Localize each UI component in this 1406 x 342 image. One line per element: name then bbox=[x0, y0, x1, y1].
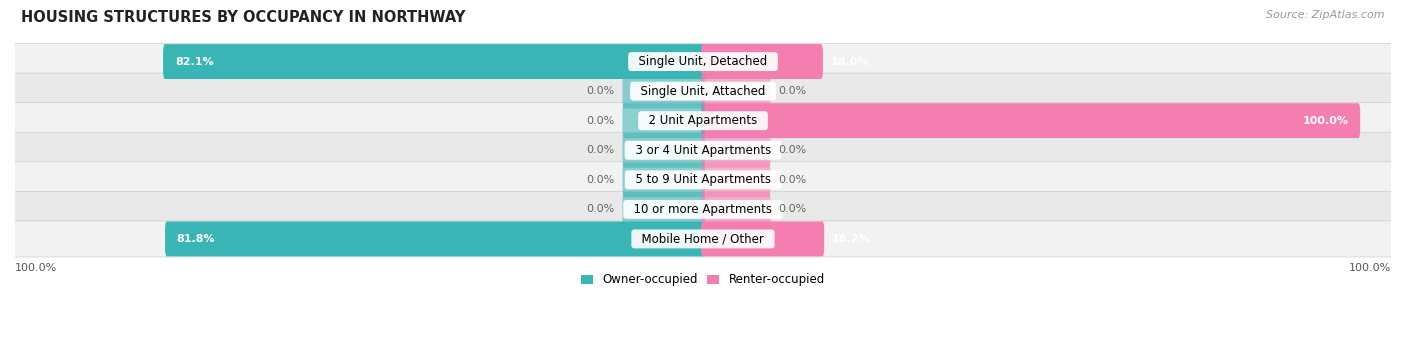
Text: 5 to 9 Unit Apartments: 5 to 9 Unit Apartments bbox=[627, 173, 779, 186]
Text: 81.8%: 81.8% bbox=[177, 234, 215, 244]
Text: 0.0%: 0.0% bbox=[586, 175, 614, 185]
Text: 100.0%: 100.0% bbox=[1302, 116, 1348, 126]
Text: 82.1%: 82.1% bbox=[174, 56, 214, 67]
FancyBboxPatch shape bbox=[702, 222, 824, 256]
Text: 0.0%: 0.0% bbox=[779, 86, 807, 96]
Text: 18.0%: 18.0% bbox=[831, 56, 869, 67]
Text: 0.0%: 0.0% bbox=[779, 145, 807, 155]
Text: 0.0%: 0.0% bbox=[586, 145, 614, 155]
FancyBboxPatch shape bbox=[623, 103, 704, 138]
FancyBboxPatch shape bbox=[14, 191, 1392, 227]
FancyBboxPatch shape bbox=[623, 133, 704, 168]
Text: 3 or 4 Unit Apartments: 3 or 4 Unit Apartments bbox=[627, 144, 779, 157]
FancyBboxPatch shape bbox=[163, 44, 704, 79]
Text: 100.0%: 100.0% bbox=[1348, 263, 1391, 273]
FancyBboxPatch shape bbox=[14, 132, 1392, 168]
FancyBboxPatch shape bbox=[14, 162, 1392, 198]
FancyBboxPatch shape bbox=[623, 162, 704, 197]
Text: 18.2%: 18.2% bbox=[832, 234, 870, 244]
Text: 100.0%: 100.0% bbox=[15, 263, 58, 273]
FancyBboxPatch shape bbox=[702, 44, 823, 79]
Legend: Owner-occupied, Renter-occupied: Owner-occupied, Renter-occupied bbox=[576, 268, 830, 291]
Text: Mobile Home / Other: Mobile Home / Other bbox=[634, 233, 772, 246]
FancyBboxPatch shape bbox=[702, 192, 770, 227]
Text: 0.0%: 0.0% bbox=[586, 86, 614, 96]
Text: 0.0%: 0.0% bbox=[779, 175, 807, 185]
FancyBboxPatch shape bbox=[14, 73, 1392, 109]
FancyBboxPatch shape bbox=[14, 221, 1392, 257]
Text: 0.0%: 0.0% bbox=[586, 205, 614, 214]
FancyBboxPatch shape bbox=[165, 222, 704, 256]
FancyBboxPatch shape bbox=[702, 74, 770, 108]
Text: 2 Unit Apartments: 2 Unit Apartments bbox=[641, 114, 765, 127]
Text: 0.0%: 0.0% bbox=[586, 116, 614, 126]
Text: Single Unit, Detached: Single Unit, Detached bbox=[631, 55, 775, 68]
Text: Single Unit, Attached: Single Unit, Attached bbox=[633, 84, 773, 97]
FancyBboxPatch shape bbox=[14, 43, 1392, 80]
Text: HOUSING STRUCTURES BY OCCUPANCY IN NORTHWAY: HOUSING STRUCTURES BY OCCUPANCY IN NORTH… bbox=[21, 10, 465, 25]
FancyBboxPatch shape bbox=[702, 133, 770, 168]
FancyBboxPatch shape bbox=[14, 103, 1392, 139]
FancyBboxPatch shape bbox=[623, 192, 704, 227]
FancyBboxPatch shape bbox=[702, 162, 770, 197]
FancyBboxPatch shape bbox=[702, 103, 1360, 138]
Text: 10 or more Apartments: 10 or more Apartments bbox=[626, 203, 780, 216]
Text: Source: ZipAtlas.com: Source: ZipAtlas.com bbox=[1267, 10, 1385, 20]
Text: 0.0%: 0.0% bbox=[779, 205, 807, 214]
FancyBboxPatch shape bbox=[623, 74, 704, 108]
